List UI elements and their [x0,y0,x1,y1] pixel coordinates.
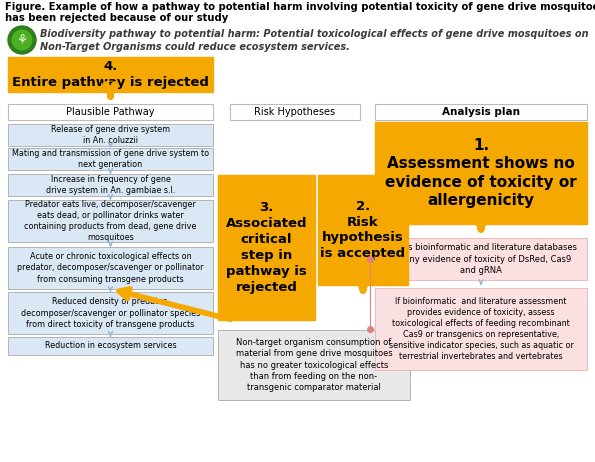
Text: Assess bioinformatic and literature databases
for any evidence of toxicity of Ds: Assess bioinformatic and literature data… [384,243,578,274]
FancyBboxPatch shape [218,175,315,320]
Text: Risk Hypotheses: Risk Hypotheses [255,107,336,117]
Text: Predator eats live, decomposer/scavenger
eats dead, or pollinator drinks water
c: Predator eats live, decomposer/scavenger… [24,200,197,242]
Text: Acute or chronic toxicological effects on
predator, decomposer/scavenger or poll: Acute or chronic toxicological effects o… [17,252,203,284]
Text: 2.
Risk
hypothesis
is accepted: 2. Risk hypothesis is accepted [321,200,406,261]
FancyBboxPatch shape [8,247,213,289]
FancyBboxPatch shape [318,175,408,285]
FancyBboxPatch shape [8,337,213,355]
FancyBboxPatch shape [218,330,410,400]
FancyBboxPatch shape [8,124,213,146]
Text: Analysis plan: Analysis plan [442,107,520,117]
Text: Non-target organism consumption of
material from gene drive mosquitoes
has no gr: Non-target organism consumption of mater… [236,338,392,392]
FancyBboxPatch shape [375,104,587,120]
FancyBboxPatch shape [8,148,213,170]
Text: Mating and transmission of gene drive system to
next generation: Mating and transmission of gene drive sy… [12,149,209,169]
FancyBboxPatch shape [375,288,587,370]
Text: Figure. Example of how a pathway to potential harm involving potential toxicity : Figure. Example of how a pathway to pote… [5,2,595,12]
Text: 1.
Assessment shows no
evidence of toxicity or
allergenicity: 1. Assessment shows no evidence of toxic… [385,138,577,208]
Text: Increase in frequency of gene
drive system in An. gambiae s.l.: Increase in frequency of gene drive syst… [46,175,175,195]
Text: Release of gene drive system
in An. coluzzii: Release of gene drive system in An. colu… [51,125,170,145]
FancyBboxPatch shape [375,238,587,280]
Text: Non-Target Organisms could reduce ecosystem services.: Non-Target Organisms could reduce ecosys… [40,42,350,52]
Text: Plausible Pathway: Plausible Pathway [66,107,155,117]
FancyBboxPatch shape [8,292,213,334]
Text: ⚘: ⚘ [17,34,27,47]
Text: Reduced density of predator,
decomposer/scavenger or pollinator species
from dir: Reduced density of predator, decomposer/… [21,298,200,328]
Text: Biodiversity pathway to potential harm: Potential toxicological effects of gene : Biodiversity pathway to potential harm: … [40,29,588,39]
Text: 4.
Entire pathway is rejected: 4. Entire pathway is rejected [12,60,209,89]
Circle shape [12,30,32,50]
FancyBboxPatch shape [8,174,213,196]
FancyBboxPatch shape [8,57,213,92]
Circle shape [8,26,36,54]
FancyBboxPatch shape [230,104,360,120]
Text: Reduction in ecosystem services: Reduction in ecosystem services [45,341,176,351]
FancyBboxPatch shape [375,122,587,224]
Text: If bioinformatic  and literature assessment
provides evidence of toxicity, asses: If bioinformatic and literature assessme… [389,297,574,361]
Text: has been rejected because of our study: has been rejected because of our study [5,13,228,23]
FancyBboxPatch shape [8,200,213,242]
Text: 3.
Associated
critical
step in
pathway is
rejected: 3. Associated critical step in pathway i… [226,201,307,294]
FancyBboxPatch shape [8,104,213,120]
